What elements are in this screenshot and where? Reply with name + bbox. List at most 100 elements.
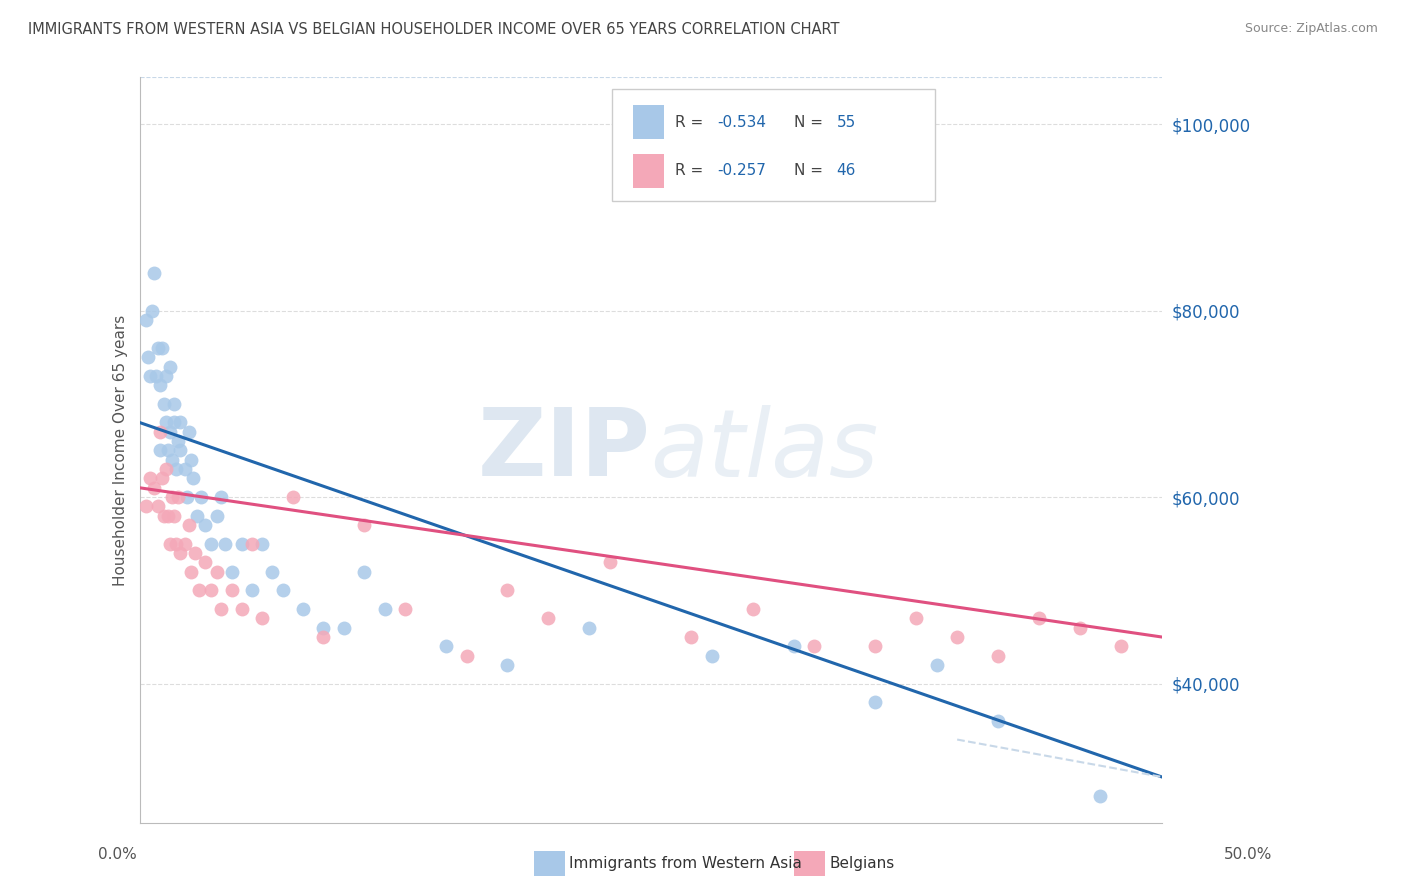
Point (163, 397, 186, 411)
Point (231, 602, 253, 616)
Point (865, 695, 887, 709)
Point (157, 508, 180, 523)
Point (177, 518, 200, 533)
Text: Immigrants from Western Asia: Immigrants from Western Asia (569, 856, 803, 871)
Point (250, 537, 273, 551)
Y-axis label: Householder Income Over 65 years: Householder Income Over 65 years (114, 315, 128, 586)
Point (1069, 621, 1091, 635)
Point (312, 630, 335, 644)
Point (153, 508, 176, 523)
Text: -0.257: -0.257 (717, 163, 766, 178)
Point (1109, 640, 1132, 654)
Point (155, 368, 177, 383)
Point (162, 452, 184, 467)
Point (165, 462, 187, 476)
Point (139, 471, 162, 485)
Point (142, 266, 165, 280)
Point (159, 537, 181, 551)
Point (209, 602, 232, 616)
Point (163, 416, 186, 430)
Point (157, 443, 180, 458)
Point (149, 443, 172, 458)
Point (181, 471, 204, 485)
Text: 50.0%: 50.0% (1225, 847, 1272, 862)
Point (194, 518, 217, 533)
Point (173, 462, 195, 476)
Point (186, 508, 208, 523)
Point (700, 648, 723, 663)
Point (987, 648, 1010, 663)
Point (205, 508, 228, 523)
Point (925, 657, 948, 672)
Point (240, 583, 263, 598)
Point (180, 565, 202, 579)
Point (142, 481, 165, 495)
Point (146, 341, 169, 355)
Text: -0.534: -0.534 (717, 115, 766, 130)
Point (353, 565, 375, 579)
Point (149, 425, 172, 439)
Point (167, 434, 190, 449)
Point (394, 602, 416, 616)
Point (741, 602, 763, 616)
Point (905, 611, 928, 625)
Point (1090, 789, 1112, 803)
Text: 0.0%: 0.0% (98, 847, 138, 862)
Point (141, 303, 163, 318)
Point (537, 611, 560, 625)
Point (221, 583, 243, 598)
Text: atlas: atlas (651, 405, 879, 496)
Point (149, 378, 172, 392)
Point (173, 537, 195, 551)
Point (200, 583, 222, 598)
Point (135, 313, 157, 327)
Point (496, 583, 519, 598)
Text: N =: N = (794, 163, 828, 178)
Point (162, 490, 184, 504)
Point (456, 648, 478, 663)
Point (136, 350, 159, 364)
Point (155, 416, 177, 430)
Point (803, 640, 825, 654)
Point (150, 471, 173, 485)
Point (946, 630, 969, 644)
Point (681, 630, 703, 644)
Point (281, 490, 304, 504)
Point (221, 565, 243, 579)
Point (183, 546, 205, 560)
Point (312, 621, 335, 635)
Point (167, 490, 190, 504)
Point (231, 537, 253, 551)
Point (987, 714, 1010, 728)
Point (292, 602, 315, 616)
Point (180, 452, 202, 467)
Text: N =: N = (794, 115, 828, 130)
Text: ZIP: ZIP (478, 404, 651, 497)
Point (434, 640, 457, 654)
Point (374, 602, 396, 616)
Point (159, 425, 181, 439)
Point (176, 490, 198, 504)
Point (169, 416, 191, 430)
Point (353, 518, 375, 533)
Point (187, 583, 209, 598)
Point (209, 490, 232, 504)
Point (153, 397, 176, 411)
Point (333, 621, 356, 635)
Point (599, 555, 621, 569)
Point (135, 500, 157, 514)
Text: Source: ZipAtlas.com: Source: ZipAtlas.com (1244, 22, 1378, 36)
Point (578, 621, 600, 635)
Point (165, 537, 187, 551)
Point (169, 546, 191, 560)
Point (200, 537, 222, 551)
Point (150, 341, 173, 355)
Text: R =: R = (675, 163, 709, 178)
Point (139, 368, 162, 383)
Point (240, 537, 263, 551)
Point (782, 640, 804, 654)
Point (159, 359, 181, 374)
Text: Belgians: Belgians (830, 856, 894, 871)
Point (163, 508, 186, 523)
Text: R =: R = (675, 115, 709, 130)
